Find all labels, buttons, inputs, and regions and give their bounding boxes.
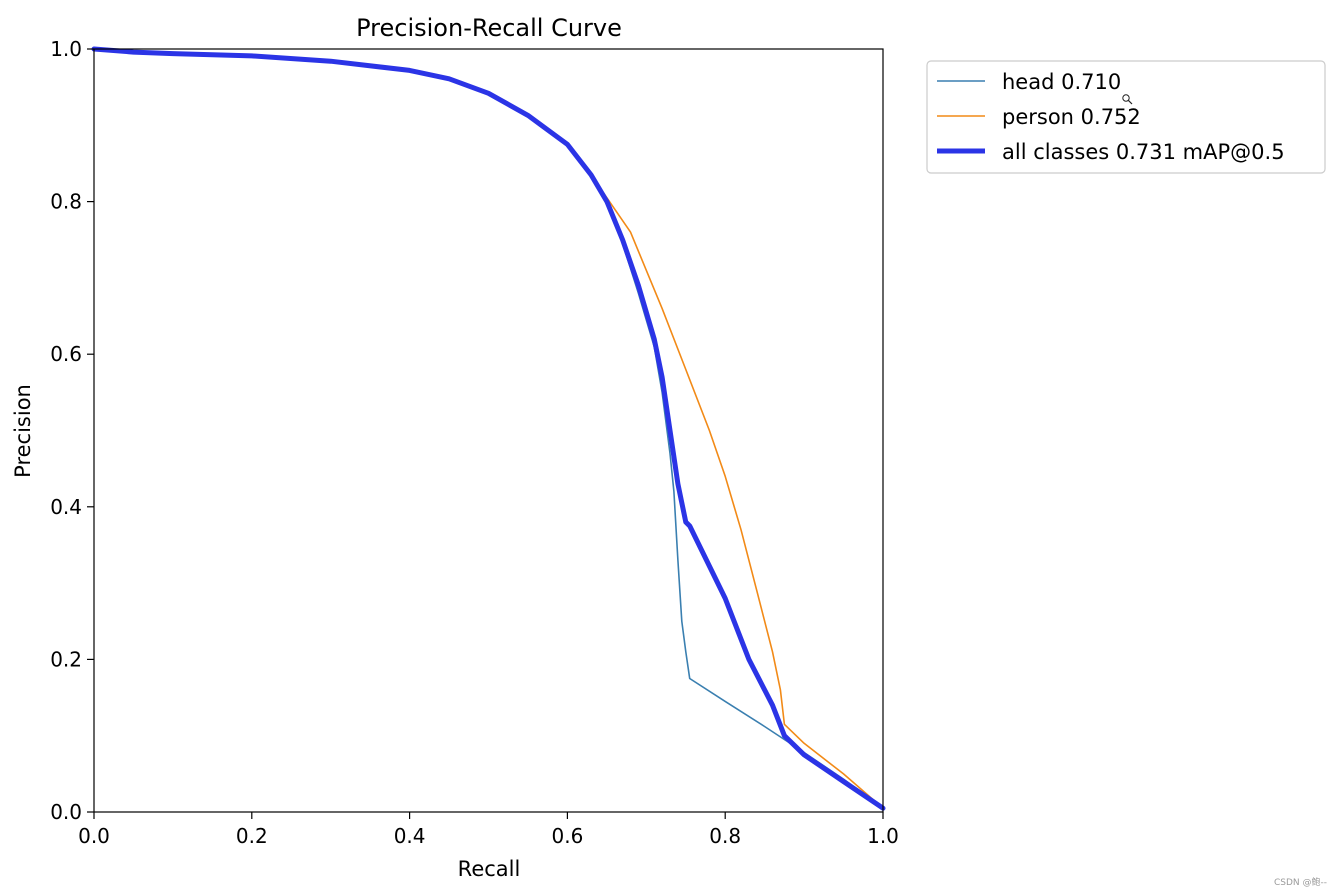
legend: head 0.710 person 0.752 all classes 0.731 … bbox=[926, 60, 1326, 174]
x-axis-label: Recall bbox=[458, 857, 521, 881]
legend-label-1: head 0.710 bbox=[1002, 70, 1121, 94]
x-tick-label: 0.4 bbox=[394, 824, 426, 848]
y-tick-label: 0.8 bbox=[50, 190, 82, 214]
plot-frame bbox=[93, 48, 884, 813]
y-tick-label: 0.2 bbox=[50, 647, 82, 671]
cursor-icon bbox=[1122, 94, 1133, 105]
x-tick-label: 0.6 bbox=[551, 824, 583, 848]
y-tick-label: 1.0 bbox=[50, 37, 82, 61]
x-tick-label: 0.8 bbox=[709, 824, 741, 848]
legend-box bbox=[926, 60, 1326, 174]
x-tick-label: 0.2 bbox=[236, 824, 268, 848]
y-tick-label: 0.0 bbox=[50, 800, 82, 824]
chart-title: Precision-Recall Curve bbox=[356, 14, 622, 42]
legend-label-2: person 0.752 bbox=[1002, 105, 1141, 129]
series-line-3 bbox=[91, 46, 886, 811]
y-axis-label: Precision bbox=[11, 384, 35, 478]
watermark: CSDN @鲍-- bbox=[1273, 878, 1327, 888]
legend-label-3: all classes 0.731 mAP@0.5 bbox=[1002, 140, 1285, 164]
x-tick-label: 0.0 bbox=[78, 824, 110, 848]
y-tick-label: 0.4 bbox=[50, 495, 82, 519]
x-tick-label: 1.0 bbox=[867, 824, 899, 848]
y-tick-label: 0.6 bbox=[50, 342, 82, 366]
